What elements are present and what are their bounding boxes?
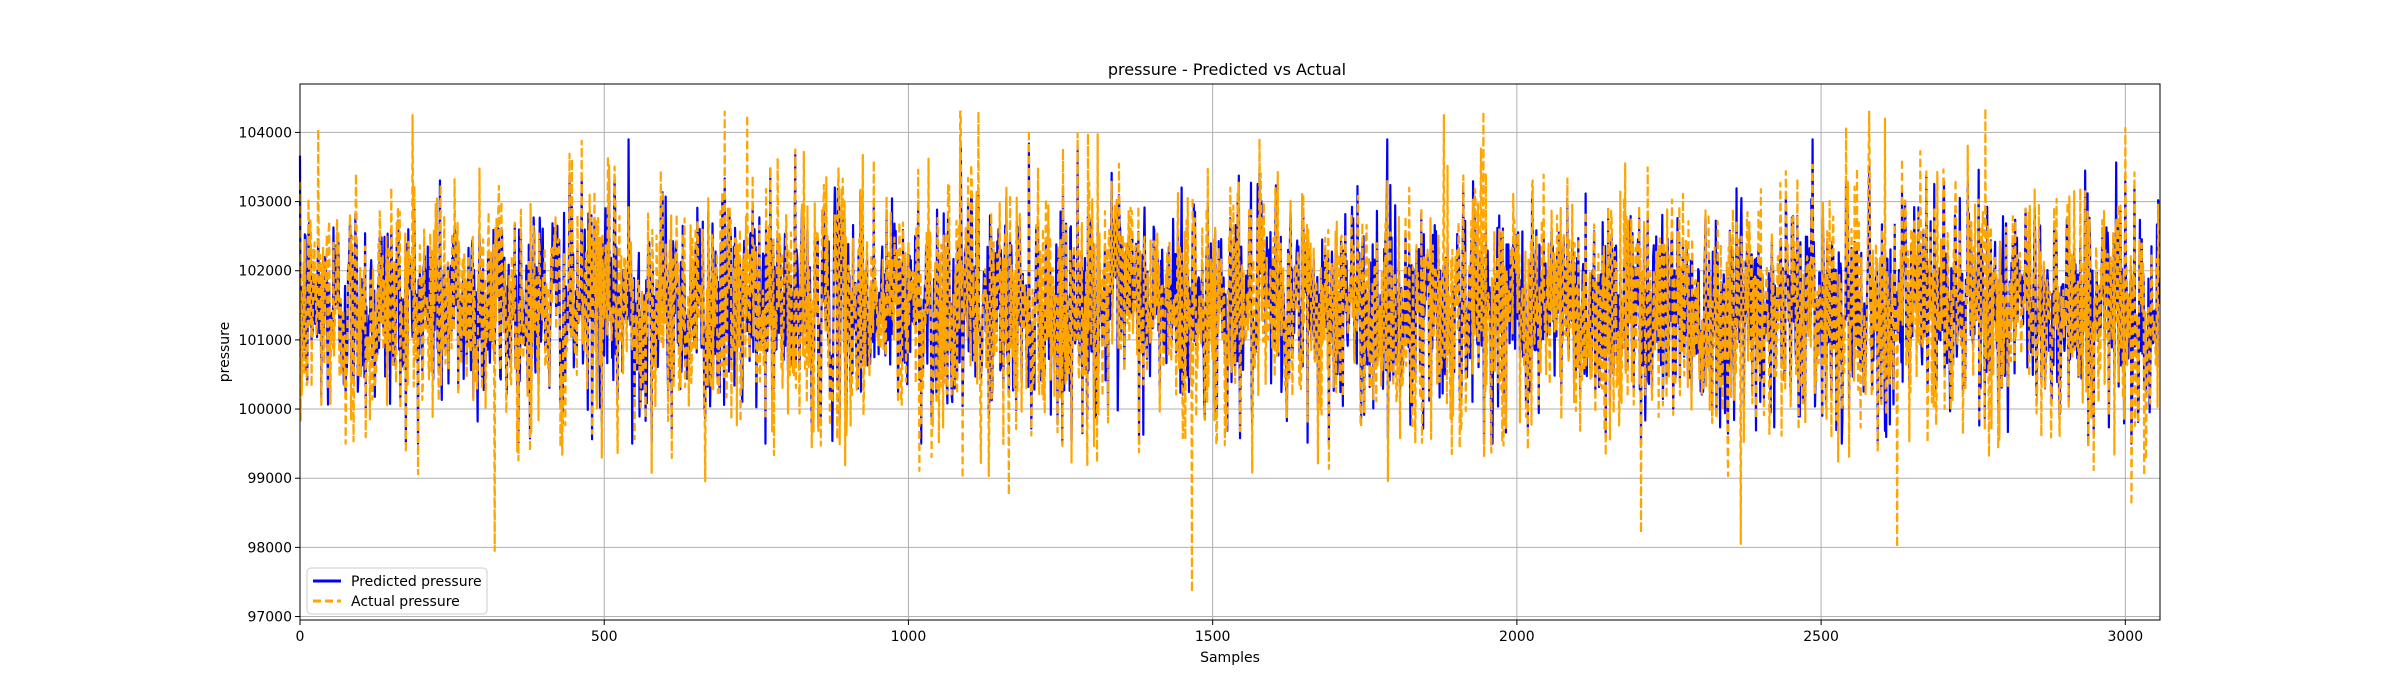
y-tick-label: 100000 (239, 402, 292, 418)
y-tick-label: 99000 (247, 471, 292, 487)
x-axis: 0 500 1000 1500 2000 2500 3000 (296, 620, 2143, 645)
x-tick-label: 500 (591, 629, 618, 645)
x-tick-label: 3000 (2107, 629, 2143, 645)
x-tick-label: 1000 (891, 629, 927, 645)
y-tick-label: 101000 (239, 333, 292, 349)
x-tick-label: 1500 (1195, 629, 1231, 645)
legend-label-predicted: Predicted pressure (351, 574, 482, 590)
x-tick-label: 0 (296, 629, 305, 645)
plot-frame (299, 83, 2161, 621)
x-tick-label: 2000 (1499, 629, 1535, 645)
plot-area (298, 83, 2161, 621)
series-layer (298, 107, 2161, 594)
y-tick-label: 98000 (247, 540, 292, 556)
y-tick-label: 104000 (239, 125, 292, 141)
x-axis-label: Samples (1200, 650, 1260, 666)
y-axis: 97000 98000 99000 100000 101000 102000 103000 1… (239, 125, 300, 626)
legend-box (306, 567, 488, 615)
y-axis-label: pressure (217, 322, 233, 382)
x-tick-label: 2500 (1803, 629, 1839, 645)
y-tick-label: 103000 (239, 195, 292, 211)
y-tick-label: 97000 (247, 610, 292, 626)
series-line-actual (298, 107, 2161, 594)
y-tick-label: 102000 (239, 264, 292, 280)
legend-label-actual: Actual pressure (351, 594, 460, 610)
chart-title: pressure - Predicted vs Actual (1108, 60, 1346, 79)
legend: Predicted pressure Actual pressure (306, 567, 488, 615)
